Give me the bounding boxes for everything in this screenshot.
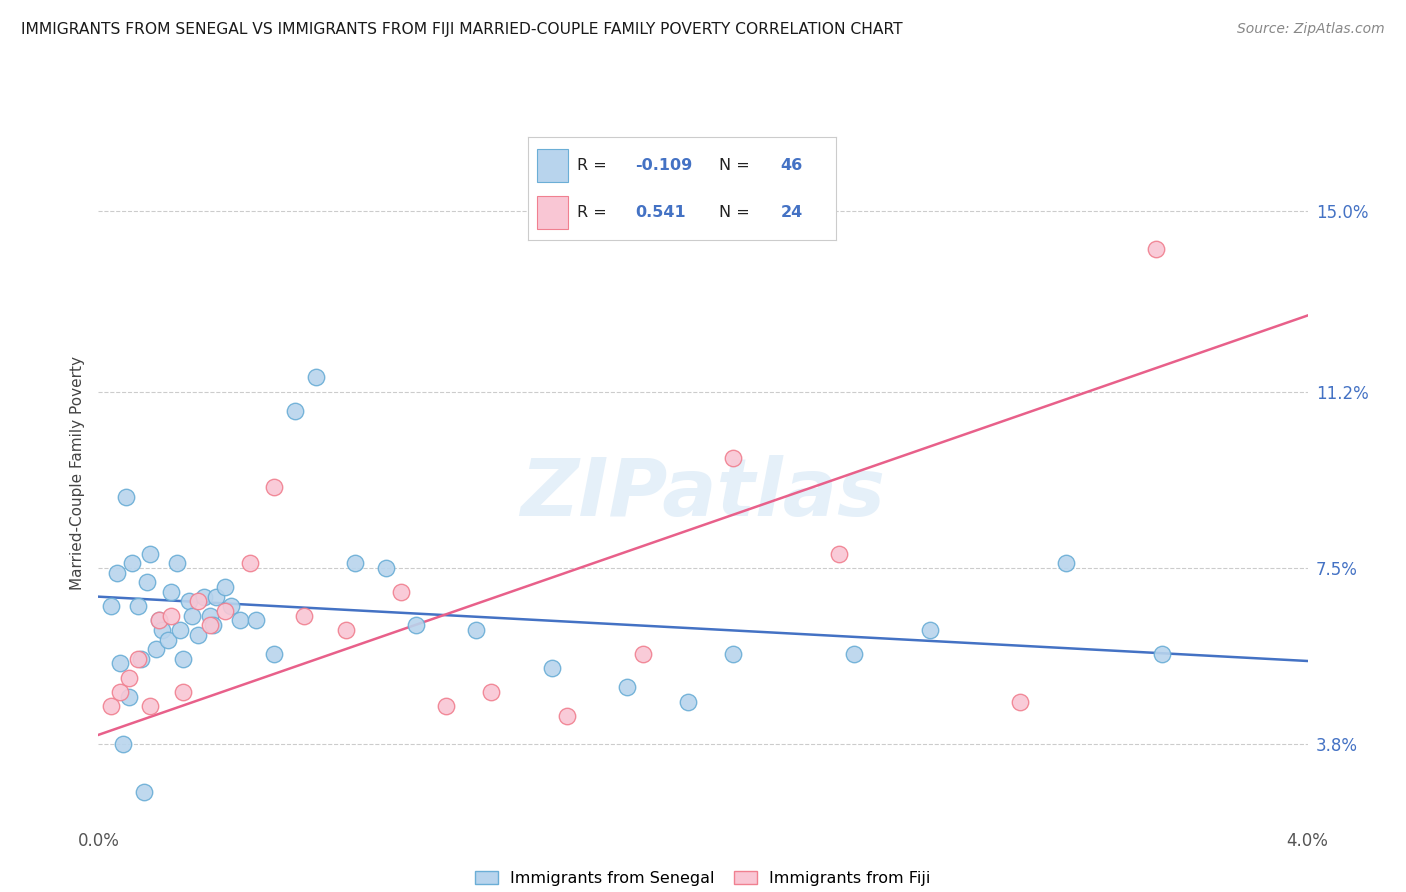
Point [132, 785, 155, 799]
Point [148, 614, 170, 628]
Point [172, 651, 194, 665]
Point [127, 599, 149, 614]
Point [105, 566, 128, 580]
Point [193, 590, 215, 604]
Point [481, 685, 503, 699]
Legend: Immigrants from Senegal, Immigrants from Fiji: Immigrants from Senegal, Immigrants from… [470, 864, 936, 892]
Point [723, 451, 745, 466]
Point [1152, 647, 1174, 661]
Point [179, 594, 201, 608]
Point [160, 608, 183, 623]
Point [918, 623, 941, 637]
Point [541, 661, 564, 675]
Point [114, 490, 136, 504]
Point [121, 557, 143, 571]
Point [389, 585, 412, 599]
Point [150, 623, 173, 637]
Point [245, 614, 267, 628]
Point [221, 599, 243, 614]
Point [284, 404, 307, 418]
Point [305, 370, 328, 384]
Point [160, 585, 183, 599]
Point [405, 618, 427, 632]
Point [187, 594, 209, 608]
Point [135, 575, 157, 590]
Point [145, 642, 167, 657]
Point [187, 628, 209, 642]
Point [139, 699, 162, 714]
Point [200, 618, 222, 632]
Point [1054, 557, 1077, 571]
Point [344, 557, 367, 571]
Point [1146, 242, 1168, 256]
Text: ZIPatlas: ZIPatlas [520, 455, 886, 533]
Point [127, 651, 149, 665]
Point [148, 614, 170, 628]
Point [214, 604, 236, 618]
Point [229, 614, 252, 628]
Point [181, 608, 204, 623]
Point [111, 738, 134, 752]
Point [555, 708, 578, 723]
Point [205, 590, 228, 604]
Point [631, 647, 654, 661]
Point [166, 557, 188, 571]
Point [844, 647, 866, 661]
Point [156, 632, 179, 647]
Point [723, 647, 745, 661]
Point [172, 685, 194, 699]
Point [616, 680, 638, 694]
Point [214, 580, 236, 594]
Point [828, 547, 851, 561]
Point [335, 623, 357, 637]
Point [118, 671, 141, 685]
Text: IMMIGRANTS FROM SENEGAL VS IMMIGRANTS FROM FIJI MARRIED-COUPLE FAMILY POVERTY CO: IMMIGRANTS FROM SENEGAL VS IMMIGRANTS FR… [21, 22, 903, 37]
Point [239, 557, 262, 571]
Point [202, 618, 225, 632]
Point [129, 651, 152, 665]
Point [169, 623, 191, 637]
Point [108, 685, 131, 699]
Y-axis label: Married-Couple Family Poverty: Married-Couple Family Poverty [69, 356, 84, 590]
Point [676, 694, 699, 708]
Point [1010, 694, 1032, 708]
Point [263, 480, 285, 494]
Point [292, 608, 315, 623]
Point [465, 623, 488, 637]
Point [263, 647, 285, 661]
Point [139, 547, 162, 561]
Point [100, 599, 122, 614]
Point [434, 699, 457, 714]
Point [100, 699, 122, 714]
Point [374, 561, 396, 575]
Point [200, 608, 222, 623]
Text: Source: ZipAtlas.com: Source: ZipAtlas.com [1237, 22, 1385, 37]
Point [108, 657, 131, 671]
Point [118, 690, 141, 704]
